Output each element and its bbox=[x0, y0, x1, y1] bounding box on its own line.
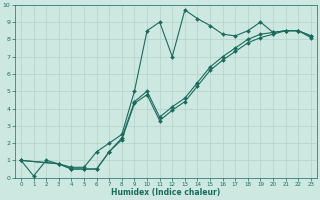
X-axis label: Humidex (Indice chaleur): Humidex (Indice chaleur) bbox=[111, 188, 220, 197]
